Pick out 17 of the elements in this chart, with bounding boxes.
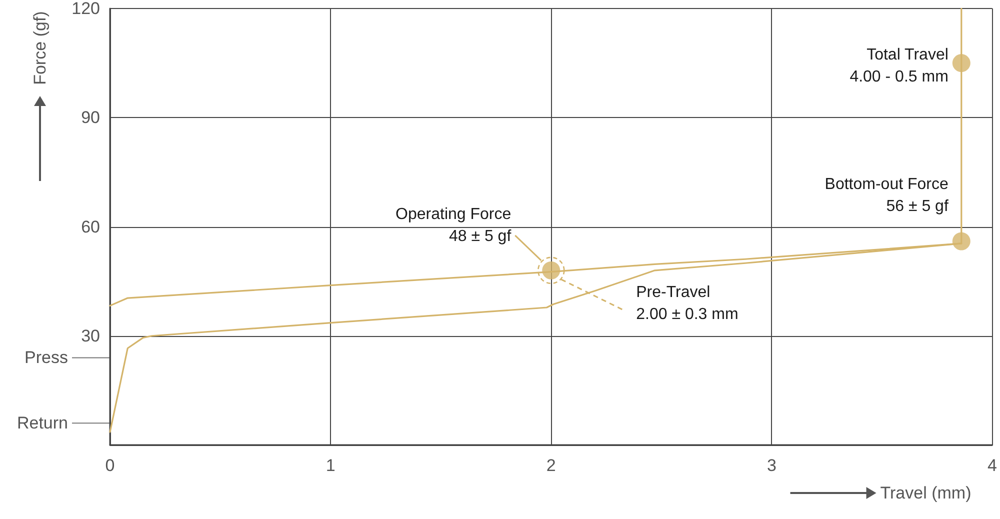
annotation: Bottom-out Force 56 ± 5 gf — [824, 176, 949, 215]
y-tick-label: 90 — [81, 108, 100, 128]
y-axis-title: Force (gf) — [30, 11, 50, 85]
ref-line-label: Return — [16, 414, 68, 433]
y-tick-label: 60 — [81, 217, 100, 236]
x-tick-label: 0 — [105, 456, 115, 475]
annotation: Operating Force 48 ± 5 gf — [396, 206, 512, 245]
x-tick-label: 1 — [326, 456, 336, 475]
x-tick-label: 4 — [988, 456, 998, 475]
y-tick-label: 30 — [81, 326, 100, 346]
ref-line-label: Press — [24, 348, 68, 368]
x-tick-label: 3 — [766, 456, 776, 475]
y-tick-label: 120 — [72, 0, 100, 18]
annotation: Total Travel 4.00 - 0.5 mm — [850, 46, 948, 86]
x-tick-label: 2 — [546, 456, 556, 475]
annotation: Pre-Travel 2.00 ± 0.3 mm — [636, 284, 738, 323]
x-axis-title: Travel (mm) — [880, 484, 972, 502]
